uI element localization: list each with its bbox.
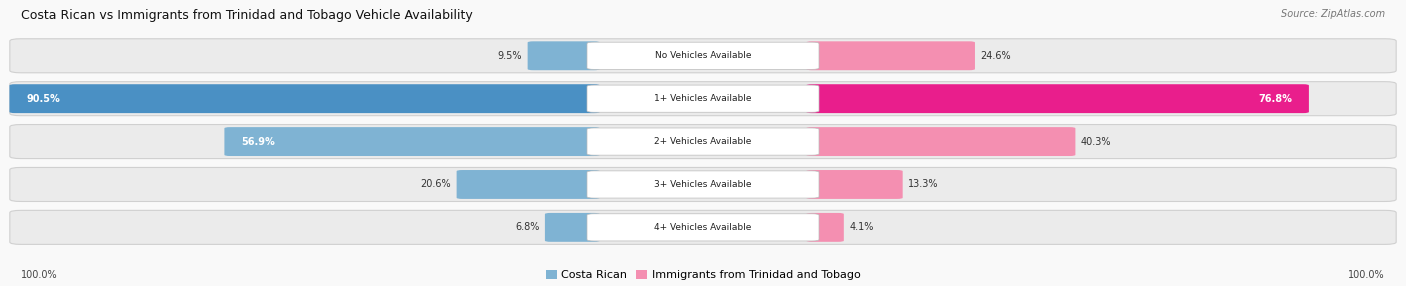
Text: 4+ Vehicles Available: 4+ Vehicles Available (654, 223, 752, 232)
Text: 3+ Vehicles Available: 3+ Vehicles Available (654, 180, 752, 189)
Text: 76.8%: 76.8% (1258, 94, 1292, 104)
FancyBboxPatch shape (527, 41, 599, 70)
Bar (574, 128, 593, 155)
Text: Source: ZipAtlas.com: Source: ZipAtlas.com (1281, 9, 1385, 19)
Text: No Vehicles Available: No Vehicles Available (655, 51, 751, 60)
FancyBboxPatch shape (225, 127, 599, 156)
FancyBboxPatch shape (457, 170, 599, 199)
FancyBboxPatch shape (546, 213, 599, 242)
FancyBboxPatch shape (807, 213, 844, 242)
FancyBboxPatch shape (10, 39, 1396, 73)
FancyBboxPatch shape (10, 125, 1396, 158)
FancyBboxPatch shape (807, 41, 974, 70)
Bar (581, 214, 593, 241)
Text: 13.3%: 13.3% (908, 180, 939, 189)
Text: 6.8%: 6.8% (515, 223, 540, 232)
Text: 4.1%: 4.1% (849, 223, 873, 232)
Bar (576, 42, 593, 69)
FancyBboxPatch shape (807, 127, 1076, 156)
FancyBboxPatch shape (588, 128, 818, 155)
Bar (574, 85, 593, 112)
Text: 40.3%: 40.3% (1081, 137, 1112, 146)
Text: 9.5%: 9.5% (498, 51, 522, 61)
Bar (813, 42, 832, 69)
Bar (813, 214, 820, 241)
FancyBboxPatch shape (807, 170, 903, 199)
FancyBboxPatch shape (10, 84, 599, 113)
FancyBboxPatch shape (807, 84, 1309, 113)
Text: 56.9%: 56.9% (242, 137, 276, 146)
FancyBboxPatch shape (588, 214, 818, 241)
FancyBboxPatch shape (10, 82, 1396, 116)
FancyBboxPatch shape (588, 85, 818, 112)
Text: 20.6%: 20.6% (420, 180, 451, 189)
FancyBboxPatch shape (10, 210, 1396, 244)
Text: 100.0%: 100.0% (1348, 270, 1385, 280)
Bar (813, 85, 832, 112)
Bar (574, 171, 593, 198)
Text: 100.0%: 100.0% (21, 270, 58, 280)
Text: 1+ Vehicles Available: 1+ Vehicles Available (654, 94, 752, 103)
FancyBboxPatch shape (10, 168, 1396, 201)
Text: 90.5%: 90.5% (27, 94, 60, 104)
Text: 24.6%: 24.6% (980, 51, 1011, 61)
Bar (813, 171, 832, 198)
FancyBboxPatch shape (588, 171, 818, 198)
Bar (813, 128, 832, 155)
Legend: Costa Rican, Immigrants from Trinidad and Tobago: Costa Rican, Immigrants from Trinidad an… (546, 270, 860, 281)
FancyBboxPatch shape (588, 42, 818, 69)
Text: 2+ Vehicles Available: 2+ Vehicles Available (654, 137, 752, 146)
Text: Costa Rican vs Immigrants from Trinidad and Tobago Vehicle Availability: Costa Rican vs Immigrants from Trinidad … (21, 9, 472, 21)
